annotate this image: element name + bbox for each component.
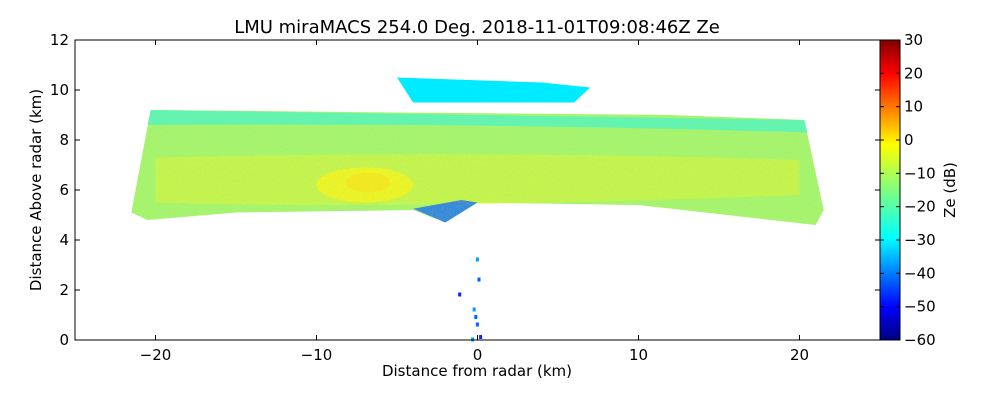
x-tick-label: 20 [790, 346, 809, 364]
echo-speckle [479, 335, 483, 339]
y-tick-label: 0 [59, 331, 69, 349]
y-tick-label: 4 [59, 231, 69, 249]
echo-speckle [475, 257, 479, 262]
y-tick-label: 10 [50, 81, 69, 99]
colorbar-tick-label: −60 [904, 331, 936, 349]
y-tick-label: 8 [59, 131, 69, 149]
x-tick-label: 10 [629, 346, 648, 364]
colorbar: 30 20 10 0 −10 −20 −30 −40 −50 −60 [879, 31, 936, 349]
colorbar-tick-label: −10 [904, 164, 936, 182]
x-axis: −20 −10 0 10 20 [140, 40, 809, 364]
colorbar-tick-label: −20 [904, 198, 936, 216]
colorbar-tick-label: −40 [904, 264, 936, 282]
colorbar-tick-label: 0 [904, 131, 914, 149]
colorbar-tick-label: −50 [904, 298, 936, 316]
echo-speckle [477, 277, 481, 282]
x-tick-label: −10 [301, 346, 333, 364]
colorbar-tick-label: −30 [904, 231, 936, 249]
colorbar-label: Ze (dB) [941, 162, 959, 218]
echo-speckle [458, 292, 462, 297]
x-tick-label: 0 [473, 346, 483, 364]
y-tick-label: 6 [59, 181, 69, 199]
y-axis: 0 2 4 6 8 10 12 [50, 31, 880, 349]
y-tick-label: 12 [50, 31, 69, 49]
echo-speckle [472, 307, 476, 312]
echo-upper-layer [397, 77, 591, 103]
colorbar-tick-label: 10 [904, 98, 923, 116]
echo-speckle [474, 315, 478, 319]
colorbar-gradient [880, 40, 900, 340]
plot-area: −20 −10 0 10 20 0 2 4 6 8 10 12 [50, 31, 881, 364]
x-axis-label: Distance from radar (km) [382, 362, 572, 380]
colorbar-frame [879, 39, 901, 341]
y-axis-label: Distance Above radar (km) [27, 89, 45, 291]
y-tick-label: 2 [59, 281, 69, 299]
chart-title: LMU miraMACS 254.0 Deg. 2018-11-01T09:08… [234, 17, 720, 38]
colorbar-ticks: 30 20 10 0 −10 −20 −30 −40 −50 −60 [880, 31, 936, 349]
echo-speckle [475, 322, 479, 327]
x-tick-label: −20 [140, 346, 172, 364]
colorbar-tick-label: 30 [904, 31, 923, 49]
colorbar-tick-label: 20 [904, 64, 923, 82]
